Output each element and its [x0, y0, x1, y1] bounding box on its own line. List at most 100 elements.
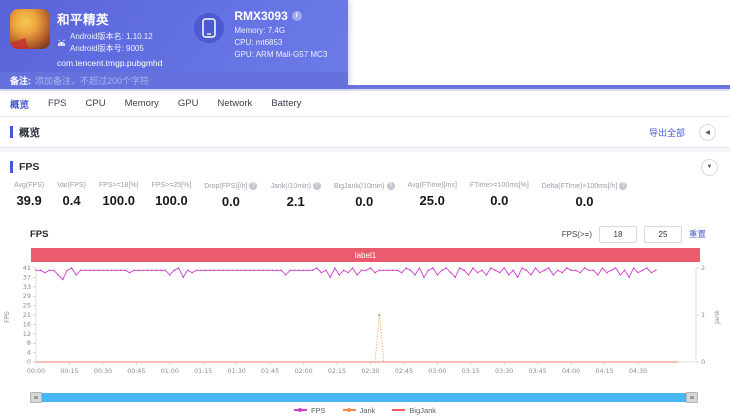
device-cpu: CPU: mt6853 — [234, 38, 283, 47]
package-name: com.tencent.tmgp.pubgmhd — [57, 58, 163, 69]
stat-value: 0.0 — [575, 194, 594, 209]
android-version-code: Android版本号: 9005 — [70, 43, 144, 53]
chart-scrollbar[interactable] — [30, 392, 698, 403]
svg-text:02:30: 02:30 — [361, 368, 379, 375]
android-version-lines: Android版本名: 1.10.12 Android版本号: 9005 — [70, 31, 153, 54]
app-info: 和平精英 Android版本名: 1.10 — [57, 9, 162, 68]
svg-text:01:45: 01:45 — [261, 368, 279, 375]
fps-chart-title: FPS — [30, 228, 49, 240]
fps-threshold-controls: FPS(>=) 重置 — [561, 225, 706, 243]
legend-bigjank[interactable]: BigJank — [392, 406, 436, 415]
help-icon[interactable]: ? — [312, 182, 321, 190]
export-all-link[interactable]: 导出全部 — [648, 127, 685, 138]
svg-text:25: 25 — [23, 302, 31, 310]
scrollbar-handle-right[interactable] — [686, 392, 698, 403]
app-name: 和平精英 — [57, 13, 110, 27]
bigjank-line-marker — [392, 409, 406, 411]
reset-button[interactable]: 重置 — [688, 229, 706, 239]
legend-fps[interactable]: FPS — [293, 405, 326, 415]
stat-avg-fps: Avg(FPS) 39.9 — [14, 182, 44, 222]
category-tabs: 概览 FPS CPU Memory GPU Network Battery — [0, 91, 730, 117]
android-version-name: Android版本名: 1.10.12 — [70, 32, 153, 41]
stat-value: 2.1 — [286, 194, 305, 209]
stat-value: 0.0 — [221, 194, 240, 209]
stat-value: 0.0 — [355, 194, 374, 209]
header: 和平精英 Android版本名: 1.10 — [0, 0, 730, 91]
stat-label: Avg(FPS) — [14, 182, 45, 189]
section-accent-bar — [10, 126, 13, 138]
svg-text:33: 33 — [23, 283, 31, 291]
help-icon[interactable]: ? — [386, 182, 395, 190]
tab-gpu[interactable]: GPU — [177, 98, 199, 109]
tab-cpu[interactable]: CPU — [85, 98, 106, 109]
svg-text:04:15: 04:15 — [596, 368, 614, 375]
svg-text:00:45: 00:45 — [127, 368, 145, 375]
device-memory: Memory: 7.4G — [234, 26, 286, 35]
fps-line-marker — [293, 408, 307, 412]
device-info-icon[interactable]: i — [291, 11, 302, 21]
section-accent-bar — [10, 161, 13, 173]
stat-label: Avg(FTime)[ms] — [407, 182, 457, 189]
stat-value: 100.0 — [155, 193, 188, 208]
help-icon[interactable]: ? — [619, 182, 628, 190]
fps-chart: 0 4 8 12 16 21 25 29 33 37 41 0 1 2 00:00 00:15 00:30 00:… — [0, 262, 730, 392]
device-model: RMX3093 — [234, 9, 288, 23]
help-icon[interactable]: ? — [249, 182, 258, 190]
chart-label-bar: label1 — [31, 248, 700, 262]
svg-text:0: 0 — [701, 358, 705, 366]
fps-threshold-label: FPS(>=) — [561, 229, 592, 239]
collapse-fps-button[interactable]: ▼ — [701, 158, 718, 176]
fps-threshold-low-input[interactable] — [598, 225, 637, 243]
svg-text:01:30: 01:30 — [228, 368, 246, 375]
fps-threshold-high-input[interactable] — [643, 225, 682, 243]
legend-label: BigJank — [409, 405, 437, 415]
overview-section-header: 概览 导出全部 ◀ — [0, 117, 730, 148]
svg-text:29: 29 — [23, 292, 31, 300]
svg-text:00:30: 00:30 — [94, 368, 112, 375]
svg-text:37: 37 — [23, 273, 31, 281]
tab-memory[interactable]: Memory — [124, 98, 159, 109]
fps-stats-row: Avg(FPS) 39.9 Var(FPS) 0.4 FPS>=18[%] 10… — [0, 182, 730, 222]
legend-jank[interactable]: Jank — [342, 405, 376, 415]
svg-text:1: 1 — [701, 311, 705, 319]
stat-value: 0.0 — [490, 193, 509, 208]
legend-label: FPS — [310, 405, 326, 415]
svg-text:2: 2 — [701, 264, 705, 272]
android-icon — [57, 39, 66, 47]
header-bottom-strip — [0, 85, 730, 89]
svg-text:21: 21 — [23, 311, 31, 319]
note-placeholder: 添加备注，不超过200个字符 — [35, 76, 150, 87]
stat-label: FTime>=100ms[%] — [469, 182, 529, 189]
overview-title: 概览 — [19, 126, 40, 139]
tab-fps[interactable]: FPS — [48, 98, 67, 109]
collapse-overview-button[interactable]: ◀ — [699, 123, 716, 141]
note-label: 备注: — [10, 76, 31, 87]
fps-section-title: FPS — [19, 161, 40, 173]
stat-drop-fps: Drop(FPS)[/h]? 0.0 — [204, 182, 258, 222]
note-bar[interactable]: 备注: 添加备注，不超过200个字符 — [0, 72, 348, 89]
svg-text:03:15: 03:15 — [462, 368, 480, 375]
tab-battery[interactable]: Battery — [271, 98, 302, 109]
svg-text:04:30: 04:30 — [629, 368, 647, 375]
svg-text:02:45: 02:45 — [395, 368, 413, 375]
game-app-icon — [10, 9, 50, 49]
fps-chart-header: FPS FPS(>=) 重置 — [0, 222, 730, 246]
collapse-left-icon: ◀ — [705, 129, 710, 136]
stat-avg-ftime: Avg(FTime)[ms] 25.0 — [408, 182, 457, 222]
svg-text:Jank: Jank — [713, 310, 721, 325]
tab-network[interactable]: Network — [217, 98, 253, 109]
fps-section-header: FPS ▼ — [0, 154, 730, 180]
svg-text:03:30: 03:30 — [495, 368, 513, 375]
stat-label: FPS>=25[%] — [151, 182, 192, 189]
phone-icon — [194, 13, 225, 43]
legend-label: Jank — [359, 405, 376, 415]
tab-overview[interactable]: 概览 — [10, 99, 30, 111]
stat-value: 0.4 — [62, 193, 81, 208]
stat-jank: Jank(/10min)? 2.1 — [270, 182, 321, 222]
stat-value: 39.9 — [16, 193, 42, 208]
scrollbar-handle-left[interactable] — [30, 392, 42, 403]
stat-var-fps: Var(FPS) 0.4 — [57, 182, 86, 222]
section-spacer — [0, 148, 730, 152]
stat-label: Jank(/10min) — [270, 182, 311, 190]
